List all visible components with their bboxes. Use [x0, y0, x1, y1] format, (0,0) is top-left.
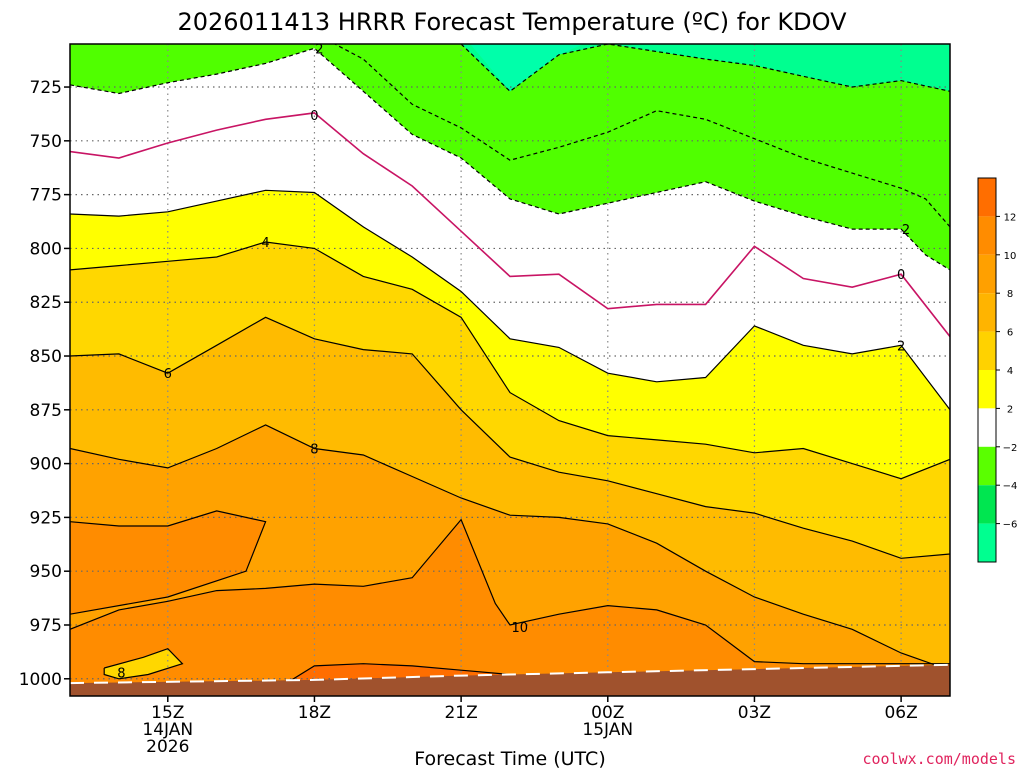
y-tick-label-775: 775 — [30, 186, 62, 206]
colorbar-swatch-5 — [978, 370, 996, 409]
y-axis: 725 750 775 800 825 850 875 900 925 950 975 1000 — [19, 78, 70, 690]
colorbar-label-8: −6 — [1003, 520, 1018, 531]
x-tick-label-1-0: 18Z — [298, 703, 331, 723]
colorbar-swatch-2 — [978, 254, 996, 294]
contour-label-1: 0 — [310, 109, 318, 124]
x-tick-label-0-0: 15Z — [151, 703, 184, 723]
x-tick-label-3-1: 15JAN — [582, 720, 633, 740]
colorbar-label-1: 10 — [1004, 251, 1017, 262]
colorbar-label-2: 8 — [1007, 289, 1013, 300]
fill-band-below-minus4 — [461, 44, 950, 92]
contour-label-4: 8 — [310, 443, 318, 458]
x-axis-title: Forecast Time (UTC) — [414, 748, 605, 768]
contour-line-2-4 — [70, 189, 950, 411]
y-tick-label-975: 975 — [30, 616, 62, 636]
ground-fill — [70, 664, 950, 696]
colorbar-label-0: 12 — [1004, 212, 1017, 223]
y-tick-label-950: 950 — [30, 562, 62, 582]
y-tick-label-800: 800 — [30, 239, 62, 259]
colorbar-swatch-0 — [978, 178, 996, 217]
contour-lines — [70, 44, 950, 696]
colorbar-label-7: −4 — [1003, 481, 1018, 492]
contour-label-5: 10 — [512, 621, 529, 636]
colorbar-swatch-8 — [978, 485, 996, 524]
colorbar-swatch-3 — [978, 293, 996, 332]
contour-label-3: 6 — [164, 367, 172, 382]
contour-label-8: 2 — [897, 339, 905, 354]
fill-band-above-10 — [70, 519, 950, 696]
colorbar-label-6: −2 — [1003, 443, 1018, 454]
contour-fill-bands — [70, 44, 950, 696]
y-tick-label-725: 725 — [30, 78, 62, 98]
colorbar-swatch-6 — [978, 408, 996, 447]
x-tick-label-0-1: 14JAN — [142, 720, 193, 740]
chart-title: 2026011413 HRRR Forecast Temperature (ºC… — [177, 8, 847, 36]
contour-label-0: 2 — [315, 42, 323, 57]
contour-line-10-8 — [70, 518, 950, 665]
y-tick-label-750: 750 — [30, 132, 62, 152]
contour-line-minus4-1 — [333, 44, 950, 228]
y-tick-label-900: 900 — [30, 455, 62, 475]
credit-text: coolwx.com/models — [862, 750, 1016, 768]
ground-surface — [70, 663, 950, 696]
x-tick-label-4-0: 03Z — [738, 703, 771, 723]
colorbar-swatch-9 — [978, 523, 996, 562]
contour-label-6: 8 — [117, 666, 125, 681]
contour-label-9: 2 — [902, 223, 910, 238]
y-tick-label-850: 850 — [30, 347, 62, 367]
x-tick-label-2-0: 21Z — [444, 703, 477, 723]
contour-line-8-7 — [70, 424, 950, 671]
x-tick-label-0-2: 2026 — [146, 737, 189, 757]
colorbar-swatch-1 — [978, 216, 996, 255]
contour-line-10-10 — [70, 510, 267, 615]
fill-pocket-10 — [70, 510, 266, 615]
contour-line-8-11 — [103, 648, 184, 680]
colorbar-legend: 12 10 8 6 4 2 −2 −4 −6 — [977, 177, 1018, 563]
colorbar-label-4: 4 — [1007, 366, 1013, 377]
plot-frame — [69, 43, 951, 697]
contour-labels: 2 0 4 6 8 10 8 0 2 2 — [117, 42, 910, 681]
contour-label-2: 4 — [261, 236, 269, 251]
colorbar-swatch-7 — [978, 446, 996, 486]
x-tick-label-5-0: 06Z — [884, 703, 917, 723]
y-tick-label-925: 925 — [30, 508, 62, 528]
y-tick-label-1000: 1000 — [19, 670, 62, 690]
contour-line-minus2-0 — [70, 47, 950, 271]
contour-line-0-3 — [70, 112, 950, 338]
contour-label-7: 0 — [897, 268, 905, 283]
ground-edge — [70, 663, 950, 685]
y-tick-label-825: 825 — [30, 293, 62, 313]
y-tick-label-875: 875 — [30, 401, 62, 421]
colorbar-label-3: 6 — [1007, 328, 1013, 339]
contour-line-minus6-2 — [460, 44, 950, 93]
fill-pocket-min6 — [470, 44, 584, 92]
colorbar-swatch-4 — [978, 331, 996, 370]
contour-line-6-6 — [70, 316, 950, 559]
contour-line-4-5 — [70, 241, 950, 480]
x-tick-label-3-0: 00Z — [591, 703, 624, 723]
fill-pocket-8 — [104, 648, 183, 679]
colorbar-label-5: 2 — [1007, 404, 1013, 415]
